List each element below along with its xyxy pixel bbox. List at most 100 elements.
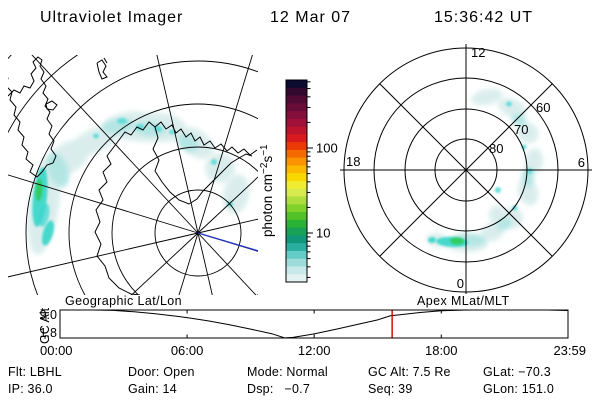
coastline bbox=[94, 121, 258, 295]
latitude-circle bbox=[25, 60, 258, 295]
coastline bbox=[96, 59, 108, 80]
status-row: IP: 36.0 Gain: 14 Dsp: −0.7 Seq: 39 GLon: 15… bbox=[0, 382, 600, 398]
colorbar-band bbox=[286, 235, 307, 244]
aurora-blob bbox=[471, 88, 503, 106]
colorbar-band bbox=[286, 250, 307, 260]
aurora-blob bbox=[506, 101, 512, 107]
colorbar-band bbox=[286, 126, 307, 135]
grid-label: 6 bbox=[578, 155, 585, 170]
status-field: GLon: 151.0 bbox=[483, 382, 555, 396]
grid-label: 60 bbox=[536, 100, 550, 115]
meridian-line bbox=[197, 232, 257, 295]
x-tick-label: 06:00 bbox=[171, 343, 204, 358]
aurora-blob bbox=[93, 133, 99, 139]
status-field: Door: Open bbox=[128, 365, 195, 379]
colorbar-band bbox=[286, 227, 307, 236]
colorbar-band bbox=[286, 80, 307, 89]
grid-label: 0 bbox=[457, 276, 464, 291]
aurora-blob bbox=[497, 97, 527, 119]
status-field: Seq: 39 bbox=[368, 382, 413, 396]
aurora-blob bbox=[517, 178, 539, 206]
coastline bbox=[45, 100, 58, 111]
colorbar-band bbox=[286, 111, 307, 120]
colorbar-band bbox=[286, 204, 307, 213]
aurora-blob bbox=[527, 168, 533, 174]
colorbar-band bbox=[286, 134, 307, 143]
colorbar-band bbox=[286, 188, 307, 198]
orbit-curve bbox=[60, 309, 568, 339]
colorbar-band bbox=[286, 266, 307, 275]
meridian-line bbox=[31, 55, 199, 234]
aurora-blob bbox=[211, 159, 217, 165]
status-field: Gain: 14 bbox=[128, 382, 177, 396]
meridian-line bbox=[8, 232, 199, 278]
y-tick-label: 1.8 bbox=[40, 326, 57, 340]
x-tick-label: 00:00 bbox=[40, 343, 73, 358]
meridian-line bbox=[197, 55, 253, 234]
x-tick-label: 12:00 bbox=[298, 343, 331, 358]
x-tick-label: 18:00 bbox=[425, 343, 458, 358]
y-axis-label: GC Alt bbox=[38, 307, 52, 344]
aurora-blob bbox=[511, 113, 527, 127]
page-title: Ultraviolet Imager bbox=[40, 9, 184, 26]
colorbar-band bbox=[286, 212, 307, 221]
colorbar-band bbox=[286, 274, 307, 283]
status-field: Dsp: −0.7 bbox=[247, 382, 310, 396]
colorbar-band bbox=[286, 173, 307, 182]
colorbar-band bbox=[286, 181, 307, 190]
aurora-blob bbox=[428, 237, 436, 243]
caption-apex: Apex MLat/MLT bbox=[417, 294, 510, 308]
grid-label: 12 bbox=[471, 45, 485, 60]
colorbar-band bbox=[286, 219, 307, 229]
meridian-line bbox=[156, 55, 199, 234]
colorbar-band bbox=[286, 157, 307, 166]
colorbar-band bbox=[286, 87, 307, 97]
latitude-circle bbox=[111, 146, 258, 295]
colorbar-band bbox=[286, 196, 307, 205]
meridian-line bbox=[8, 174, 199, 234]
colorbar-band bbox=[286, 118, 307, 128]
aurora-blob bbox=[46, 152, 70, 188]
coastline bbox=[8, 56, 57, 164]
colorbar: 100 10 photon cm−2s−1 bbox=[259, 79, 338, 283]
status-field: Mode: Normal bbox=[247, 365, 328, 379]
orbit-altitude-plot: 00:00 06:00 12:00 18:00 23:59 9.0 1.8GC Alt bbox=[38, 307, 586, 358]
colorbar-band bbox=[286, 165, 307, 174]
aurora-blob bbox=[450, 237, 464, 245]
grid-label: 80 bbox=[489, 141, 503, 156]
colorbar-tick-label: 10 bbox=[316, 226, 330, 241]
status-row: Flt: LBHL Door: Open Mode: Normal GC Alt: 7… bbox=[0, 365, 600, 381]
geographic-map-plot bbox=[8, 55, 258, 295]
grid-label: 18 bbox=[346, 154, 360, 169]
colorbar-band bbox=[286, 142, 307, 151]
aurora-blob bbox=[495, 187, 501, 193]
aurora-blob bbox=[117, 118, 127, 124]
status-field: IP: 36.0 bbox=[8, 382, 53, 396]
header-time: 15:36:42 UT bbox=[434, 9, 534, 26]
mlt-diagonal bbox=[379, 83, 553, 257]
trajectory-line bbox=[197, 232, 258, 252]
coastline bbox=[152, 126, 253, 205]
aurora-blob bbox=[512, 205, 518, 211]
meridian-line bbox=[197, 218, 258, 234]
colorbar-frame bbox=[285, 79, 308, 283]
meridian-line bbox=[178, 232, 199, 295]
meridian-line bbox=[130, 232, 199, 295]
colorbar-band bbox=[286, 95, 307, 104]
status-field: Flt: LBHL bbox=[8, 365, 62, 379]
colorbar-band bbox=[286, 258, 307, 267]
status-field: GC Alt: 7.5 Re bbox=[368, 365, 451, 379]
aurora-blob bbox=[169, 129, 175, 135]
colorbar-tick-label: 100 bbox=[316, 141, 338, 156]
coastline bbox=[103, 57, 108, 64]
caption-geographic: Geographic Lat/Lon bbox=[65, 294, 183, 308]
grid-label: 70 bbox=[514, 122, 528, 137]
header-date: 12 Mar 07 bbox=[270, 9, 352, 26]
y-tick-label: 9.0 bbox=[40, 308, 57, 322]
status-field: GLat: −70.3 bbox=[483, 365, 551, 379]
aurora-blob bbox=[517, 122, 539, 144]
colorbar-band bbox=[286, 149, 307, 159]
aurora-blob bbox=[136, 124, 144, 130]
